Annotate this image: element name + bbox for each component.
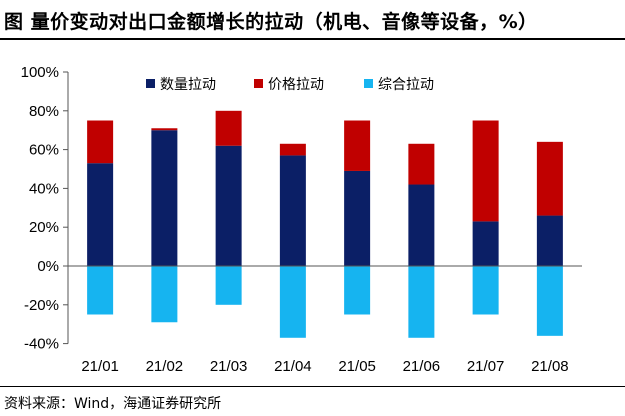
bar-series bbox=[87, 110, 563, 338]
y-tick-label: 20% bbox=[29, 219, 59, 236]
quantity-bar bbox=[408, 184, 435, 266]
quantity-legend-swatch bbox=[146, 79, 155, 88]
composite-bar bbox=[151, 266, 178, 323]
price-bar bbox=[87, 120, 114, 164]
composite-bar bbox=[344, 266, 371, 315]
source-note: 资料来源：Wind，海通证券研究所 bbox=[4, 396, 222, 412]
price-legend-swatch bbox=[254, 79, 263, 88]
price-bar bbox=[151, 128, 178, 131]
price-bar bbox=[408, 143, 435, 185]
stacked-bar-chart: -40%-20%0%20%40%60%80%100% 21/01 21/02 21/… bbox=[21, 64, 582, 375]
title-bar: 图 量价变动对出口金额增长的拉动（机电、音像等设备，%） bbox=[0, 0, 625, 40]
price-bar bbox=[344, 120, 371, 171]
price-bar bbox=[215, 110, 242, 146]
composite-bar bbox=[536, 266, 563, 336]
y-axis: -40% -20% 0% 20% 40% 60% 80% 100% bbox=[21, 64, 69, 353]
quantity-bar bbox=[472, 221, 499, 266]
composite-bar bbox=[408, 266, 435, 338]
x-tick-label: 21/01 bbox=[81, 358, 119, 375]
legend-label: 价格拉动 bbox=[268, 77, 324, 93]
y-tick-label: 60% bbox=[29, 142, 59, 159]
composite-legend-swatch bbox=[364, 79, 373, 88]
x-axis: 21/01 21/02 21/03 21/04 21/05 21/06 21/07 21/08 bbox=[68, 265, 582, 375]
quantity-bar bbox=[151, 130, 178, 266]
x-tick-label: 21/05 bbox=[338, 358, 376, 375]
y-tick-label: 100% bbox=[21, 64, 59, 81]
quantity-bar bbox=[536, 215, 563, 266]
legend-label: 数量拉动 bbox=[160, 77, 216, 93]
source-bar: 资料来源：Wind，海通证券研究所 bbox=[0, 386, 625, 416]
quantity-bar bbox=[344, 170, 371, 266]
y-tick-label: 0% bbox=[37, 258, 59, 275]
x-tick-label: 21/06 bbox=[403, 358, 441, 375]
composite-bar bbox=[279, 266, 306, 338]
composite-bar bbox=[87, 266, 114, 315]
x-tick-label: 21/07 bbox=[467, 358, 505, 375]
quantity-bar bbox=[279, 155, 306, 266]
price-bar bbox=[536, 141, 563, 216]
price-bar bbox=[472, 120, 499, 222]
x-tick-label: 21/08 bbox=[531, 358, 569, 375]
x-tick-label: 21/03 bbox=[210, 358, 248, 375]
x-tick-label: 21/02 bbox=[146, 358, 184, 375]
composite-bar bbox=[472, 266, 499, 315]
quantity-bar bbox=[215, 145, 242, 266]
legend-label: 综合拉动 bbox=[378, 77, 434, 93]
chart-title: 图 量价变动对出口金额增长的拉动（机电、音像等设备，%） bbox=[4, 11, 538, 33]
y-tick-label: -20% bbox=[24, 297, 59, 314]
y-tick-label: 40% bbox=[29, 180, 59, 197]
price-bar bbox=[279, 143, 306, 156]
composite-bar bbox=[215, 266, 242, 305]
legend: 数量拉动 价格拉动 综合拉动 bbox=[146, 77, 434, 93]
y-tick-label: 80% bbox=[29, 103, 59, 120]
x-tick-label: 21/04 bbox=[274, 358, 312, 375]
y-tick-label: -40% bbox=[24, 336, 59, 353]
quantity-bar bbox=[87, 163, 114, 266]
